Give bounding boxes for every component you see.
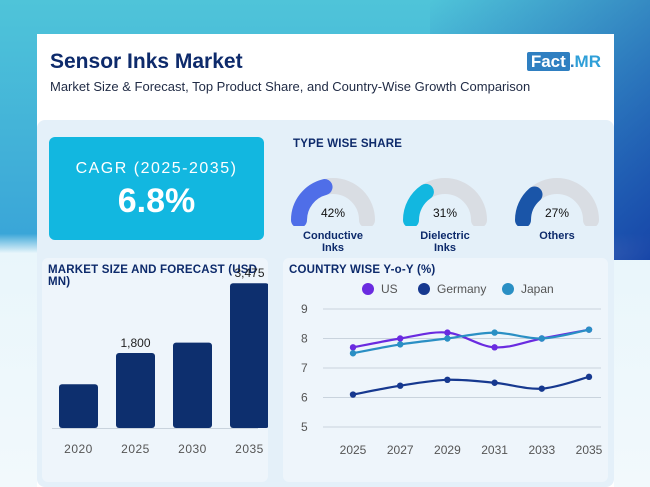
infographic-card: Sensor Inks Market Market Size & Forecas… <box>37 34 614 487</box>
y-tick-label: 8 <box>301 332 308 346</box>
gauge-label: Others <box>539 230 575 242</box>
data-point-germany <box>585 373 593 381</box>
gauge-fill <box>403 183 434 226</box>
gauge-conductive-inks: 42% Conductive Inks <box>287 176 379 254</box>
gauge-fill <box>291 179 333 226</box>
legend-marker <box>502 283 514 295</box>
data-point-japan <box>397 341 404 348</box>
data-point-germany <box>349 391 357 398</box>
type-share-title: TYPE WISE SHARE <box>293 138 403 150</box>
country-yoy-card: COUNTRY WISE Y-o-Y (%) 5 6 7 8 9 2025 2027 2029… <box>283 258 608 482</box>
gauge-fill <box>515 186 543 226</box>
gauge-value: 31% <box>432 206 458 220</box>
bar-2035 <box>230 283 268 428</box>
gauge-others: 27% Others <box>511 176 603 242</box>
data-point-japan <box>585 326 593 333</box>
gauge-arc <box>291 178 375 226</box>
country-yoy-line-chart: 5 6 7 8 9 2025 2027 2029 2031 2033 2035 US Germany Ja… <box>301 282 603 457</box>
y-tick-label: 6 <box>301 391 308 405</box>
gauge-arc <box>403 178 487 226</box>
series-line-japan <box>352 328 590 355</box>
data-point-us <box>349 344 357 351</box>
x-tick-label: 2029 <box>434 443 461 457</box>
gauge-value: 42% <box>320 206 346 220</box>
x-tick-label: 2027 <box>387 443 414 457</box>
gauge-label: Conductive Inks <box>303 230 363 254</box>
legend-marker <box>418 283 430 295</box>
data-point-japan <box>444 335 451 342</box>
gauge-value: 27% <box>544 206 570 220</box>
gauge-arc <box>515 178 599 226</box>
data-point-japan <box>349 350 357 357</box>
legend-label: US <box>381 282 398 296</box>
x-tick-label: 2035 <box>235 442 264 456</box>
content-panel: CAGR (2025-2035) 6.8% TYPE WISE SHARE 42… <box>37 120 614 487</box>
data-point-japan <box>491 329 498 336</box>
gauge-dielectric-inks: 31% Dielectric Inks <box>399 176 491 254</box>
market-size-bar-chart: 2020 2025 1,800 2030 2035 3,475 <box>52 266 268 456</box>
logo-fact: Fact <box>526 52 570 71</box>
cagr-label: CAGR (2025-2035) <box>75 160 238 177</box>
legend-marker <box>362 283 374 295</box>
data-point-germany <box>397 382 404 389</box>
x-tick-label: 2035 <box>576 443 603 457</box>
data-point-germany <box>491 379 498 386</box>
y-tick-label: 9 <box>301 302 308 316</box>
data-point-germany <box>444 376 451 383</box>
x-tick-label: 2025 <box>340 443 367 457</box>
market-size-title: MARKET SIZE AND FORECAST (USD MN) <box>48 264 258 288</box>
bar-2020 <box>59 384 98 428</box>
data-point-germany <box>538 385 545 392</box>
page-subtitle: Market Size & Forecast, Top Product Shar… <box>50 79 531 94</box>
bar-data-label: 1,800 <box>120 336 150 350</box>
cagr-box: CAGR (2025-2035) 6.8% <box>49 137 264 240</box>
data-point-us <box>397 335 404 342</box>
data-point-us <box>491 344 498 351</box>
bar-data-label: 3,475 <box>234 266 264 280</box>
cagr-value: 6.8% <box>117 182 196 220</box>
bar-2025 <box>116 353 155 428</box>
series-line-germany <box>352 375 590 396</box>
data-point-japan <box>538 335 545 342</box>
market-size-card: MARKET SIZE AND FORECAST (USD MN) 2020 20… <box>42 258 268 482</box>
y-tick-label: 5 <box>301 420 308 434</box>
factmr-logo: Fact .MR <box>526 52 601 72</box>
data-point-us <box>444 329 451 336</box>
x-tick-label: 2031 <box>481 443 508 457</box>
logo-mr: MR <box>574 52 601 71</box>
x-tick-label: 2033 <box>528 443 555 457</box>
gauge-label: Dielectric Inks <box>420 230 470 254</box>
x-tick-label: 2020 <box>64 442 93 456</box>
legend-label: Germany <box>437 282 486 296</box>
logo-dot: . <box>569 52 575 71</box>
y-tick-label: 7 <box>301 361 308 375</box>
x-tick-label: 2025 <box>121 442 150 456</box>
bar-2030 <box>173 342 212 428</box>
country-yoy-title: COUNTRY WISE Y-o-Y (%) <box>289 264 436 276</box>
page-title: Sensor Inks Market <box>50 50 243 73</box>
x-tick-label: 2030 <box>178 442 207 456</box>
legend-label: Japan <box>521 282 554 296</box>
